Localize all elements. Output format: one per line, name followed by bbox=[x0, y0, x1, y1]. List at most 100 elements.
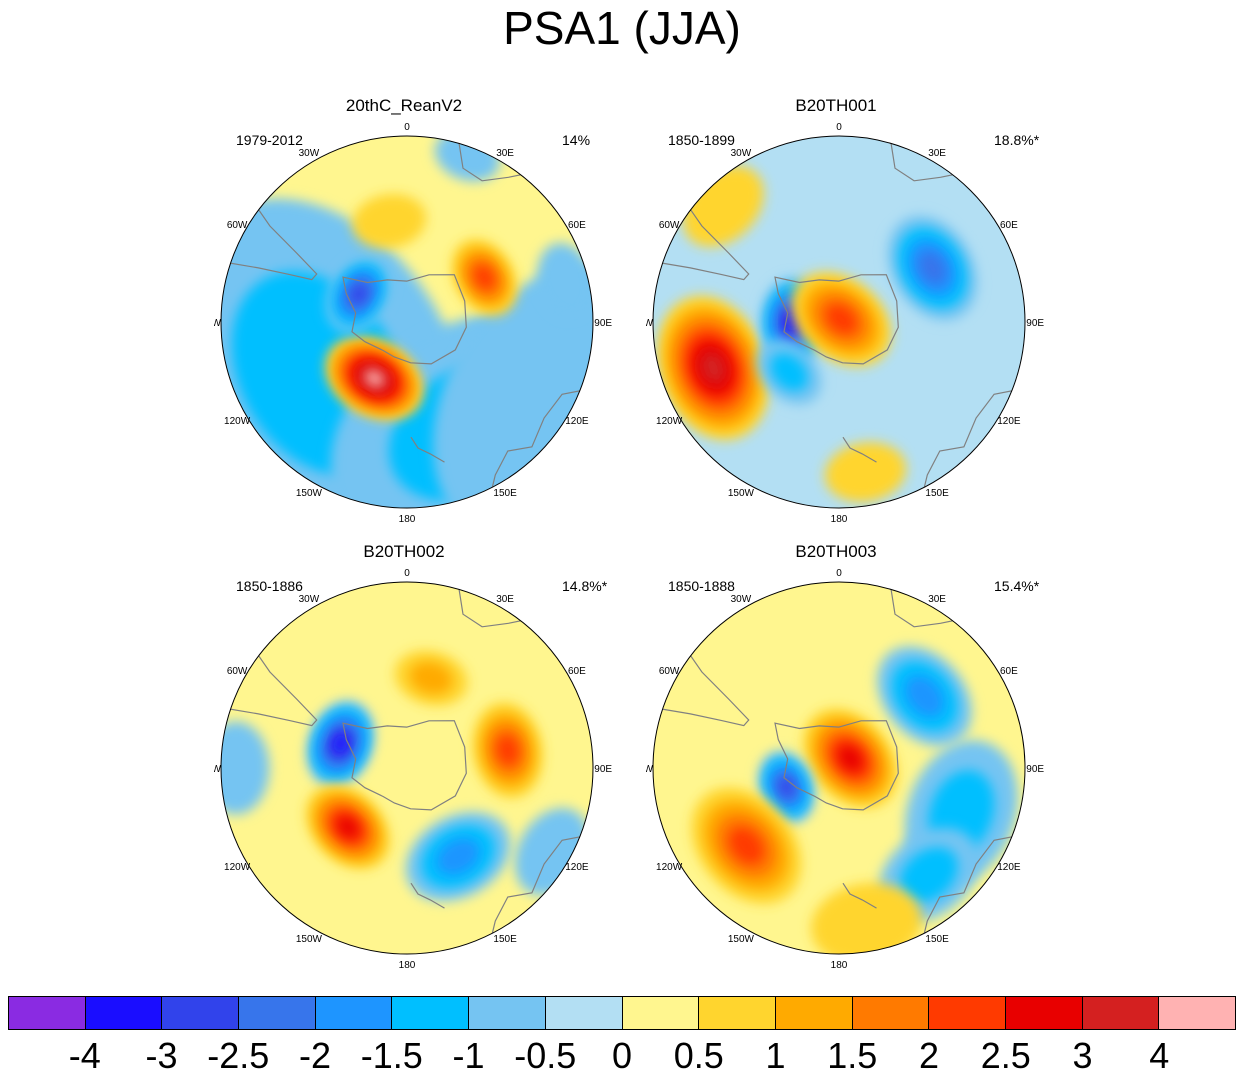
africa-coastline bbox=[456, 582, 533, 628]
colorbar-label: 4 bbox=[1149, 1035, 1170, 1076]
anomaly-contour bbox=[350, 284, 368, 305]
longitude-label: 60W bbox=[227, 220, 248, 231]
africa-coastline bbox=[456, 136, 533, 182]
anomaly-contour bbox=[838, 745, 863, 772]
new-zealand-coastline bbox=[410, 882, 445, 909]
panel-20thc-reanv2: 20thC_ReanV2 1979-2012 14% 0 30E 60E 90E 120… bbox=[214, 96, 614, 536]
longitude-label: 120E bbox=[565, 862, 589, 873]
longitude-label: 150W bbox=[728, 488, 755, 499]
anomaly-contour bbox=[221, 721, 270, 815]
colorbar-swatch bbox=[699, 997, 776, 1029]
anomaly-contour bbox=[433, 266, 593, 508]
longitude-label: 90W bbox=[646, 764, 654, 775]
new-zealand-coastline bbox=[842, 436, 877, 463]
colorbar-label: 1 bbox=[765, 1035, 786, 1076]
australia-coastline bbox=[488, 834, 591, 946]
anomaly-contour bbox=[537, 243, 593, 317]
longitude-label: 90W bbox=[214, 764, 222, 775]
panel-period: 1979-2012 bbox=[236, 132, 303, 148]
anomaly-contour bbox=[918, 251, 947, 285]
longitude-label: 90W bbox=[646, 318, 654, 329]
longitude-label: 90E bbox=[594, 318, 612, 329]
colorbar-label: 3 bbox=[1072, 1035, 1093, 1076]
africa-coastline bbox=[888, 582, 965, 628]
longitude-label: 150E bbox=[925, 488, 949, 499]
anomaly-contour bbox=[811, 882, 922, 954]
longitude-label: 0 bbox=[404, 568, 410, 579]
anomaly-contour bbox=[352, 194, 427, 249]
panel-period: 1850-1886 bbox=[236, 578, 303, 594]
antarctica-coastline bbox=[774, 274, 899, 365]
longitude-label: 30E bbox=[928, 594, 946, 605]
anomaly-contour bbox=[436, 838, 480, 875]
longitude-label: 60W bbox=[659, 666, 680, 677]
australia-coastline bbox=[920, 834, 1023, 946]
panel-period: 1850-1888 bbox=[668, 578, 735, 594]
south-america-coastline bbox=[653, 647, 750, 727]
longitude-label: 60E bbox=[1000, 666, 1018, 677]
colorbar-swatch bbox=[162, 997, 240, 1029]
antarctica-coastline bbox=[342, 720, 467, 811]
panel-title: B20TH002 bbox=[363, 542, 445, 561]
longitude-label: 30W bbox=[299, 148, 320, 159]
longitude-label: 30E bbox=[928, 148, 946, 159]
australia-coastline bbox=[488, 388, 591, 500]
colorbar-label: -4 bbox=[68, 1035, 101, 1076]
panel-percent: 14.8%* bbox=[562, 578, 608, 594]
panel-title: B20TH001 bbox=[795, 96, 877, 115]
longitude-label: 90W bbox=[214, 318, 222, 329]
new-zealand-coastline bbox=[842, 882, 877, 909]
longitude-label: 120W bbox=[224, 862, 251, 873]
colorbar-swatch bbox=[392, 997, 470, 1029]
anomaly-contour bbox=[473, 265, 495, 290]
panel-title: B20TH003 bbox=[795, 542, 877, 561]
colorbar-swatch bbox=[9, 997, 86, 1029]
australia-coastline bbox=[920, 388, 1023, 500]
colorbar-label: 2 bbox=[918, 1035, 940, 1076]
anomaly-contour bbox=[770, 353, 808, 391]
colorbar-swatch bbox=[1005, 997, 1083, 1029]
anomaly-contour bbox=[496, 734, 519, 766]
colorbar-swatch bbox=[315, 997, 393, 1029]
colorbar-swatch bbox=[1082, 997, 1160, 1029]
colorbar-label: -0.5 bbox=[514, 1035, 577, 1076]
longitude-label: 30W bbox=[299, 594, 320, 605]
anomaly-contour bbox=[905, 675, 944, 717]
longitude-label: 120E bbox=[997, 416, 1021, 427]
longitude-label: 60E bbox=[568, 220, 586, 231]
longitude-label: 120W bbox=[656, 416, 683, 427]
colorbar-labels: -4 -3 -2.5 -2 -1.5 -1 -0.5 0 0.5 1 1.5 2 2.5 3 4 bbox=[8, 1036, 1236, 1076]
longitude-label: 180 bbox=[831, 514, 848, 525]
longitude-label: 30W bbox=[731, 148, 752, 159]
colorbar-swatch bbox=[239, 997, 316, 1029]
colorbar-label: -2.5 bbox=[207, 1035, 270, 1076]
longitude-label: 150E bbox=[493, 934, 517, 945]
anomaly-contour bbox=[824, 442, 907, 503]
south-america-coastline bbox=[221, 647, 318, 727]
longitude-label: 90E bbox=[594, 764, 612, 775]
panel-percent: 15.4%* bbox=[994, 578, 1040, 594]
colorbar-label: 2.5 bbox=[980, 1035, 1031, 1076]
anomaly-contour bbox=[333, 734, 348, 754]
longitude-label: 180 bbox=[399, 514, 416, 525]
panel-percent: 18.8%* bbox=[994, 132, 1040, 148]
anomaly-contour bbox=[825, 304, 858, 335]
colorbar-label: -3 bbox=[145, 1035, 178, 1076]
longitude-label: 150E bbox=[493, 488, 517, 499]
longitude-label: 120W bbox=[656, 862, 683, 873]
polar-map: 0 30E 60E 90E 120E 150E 180 150W 120W 90W 60W 30W bbox=[214, 122, 612, 525]
map-boundary bbox=[220, 581, 594, 955]
colorbar-swatch bbox=[775, 997, 853, 1029]
longitude-label: 0 bbox=[836, 122, 842, 133]
new-zealand-coastline bbox=[410, 436, 445, 463]
longitude-label: 150W bbox=[296, 934, 323, 945]
colorbar-swatch bbox=[85, 997, 163, 1029]
longitude-label: 60E bbox=[1000, 220, 1018, 231]
colorbar-label: -1 bbox=[452, 1035, 485, 1076]
africa-coastline bbox=[888, 136, 965, 182]
map-boundary bbox=[652, 135, 1026, 509]
polar-map: 0 30E 60E 90E 120E 150E 180 150W 120W 90W 60W 30W bbox=[646, 122, 1044, 525]
colorbar-swatch bbox=[545, 997, 623, 1029]
colorbar-label: 0 bbox=[611, 1035, 633, 1076]
colorbar-label: -2 bbox=[298, 1035, 332, 1076]
